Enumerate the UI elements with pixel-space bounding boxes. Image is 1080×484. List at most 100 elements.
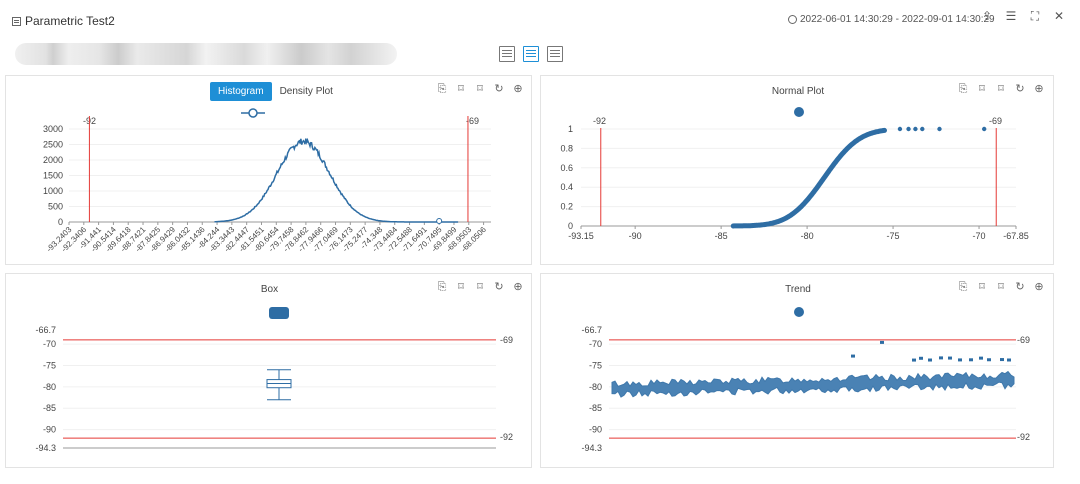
hist-y-tick-label: 3000 [43,124,63,134]
trend-outlier-point [1000,358,1004,362]
trend-upper-limit-label: -69 [1017,335,1030,345]
copy-icon[interactable]: ⎘ [958,281,968,293]
refresh-icon[interactable]: ↻ [1015,83,1025,95]
zoom-in-icon[interactable]: ⊕ [513,281,523,293]
table-view-icon[interactable] [547,46,563,62]
trend-y-tick-label: -94.3 [581,443,602,453]
normal-upper-limit-label: -69 [989,116,1002,126]
title-bar: Parametric Test2 2022-06-01 14:30:29 - 2… [0,0,1080,40]
histogram-chart: -92 -69 300025002000150010005000-93.2403… [43,108,491,254]
refresh-icon[interactable]: ↻ [494,83,504,95]
export-icon[interactable]: ⇪ [981,9,993,23]
normal-lower-limit-label: -92 [593,116,606,126]
histogram-tabs: Histogram Density Plot [210,82,341,101]
normal-x-tick-label: -90 [629,231,642,241]
box-upper-limit-label: -69 [500,335,513,345]
clock-icon [788,15,797,24]
crop-icon[interactable]: ⌑ [998,83,1004,95]
trend-series-band [611,370,1015,398]
tab-histogram[interactable]: Histogram [210,82,272,101]
hist-series-line [214,137,459,223]
refresh-icon[interactable]: ↻ [494,281,504,293]
trend-tools: ⎘ ⌑ ⌑ ↻ ⊕ [957,281,1045,293]
trend-outlier-point [987,358,991,362]
zoom-in-icon[interactable]: ⊕ [1034,83,1044,95]
layout-icon[interactable]: ☰ [1005,9,1017,23]
trend-outlier-point [912,358,916,362]
crop-icon[interactable]: ⌑ [477,281,483,293]
normal-x-tick-label: -67.85 [1003,231,1029,241]
trend-outlier-point [919,356,923,360]
normal-y-tick-label: 0.4 [560,182,573,192]
normal-x-tick-label: -93.15 [568,231,594,241]
box-title: Box [260,284,279,295]
copy-icon[interactable]: ⎘ [437,83,447,95]
crop-icon[interactable]: ⌑ [998,281,1004,293]
window-title-text: Parametric Test2 [25,14,115,28]
single-view-icon[interactable] [499,46,515,62]
normal-plot-title: Normal Plot [771,86,825,97]
trend-y-tick-label: -85 [589,403,602,413]
hist-upper-limit-label: -69 [466,116,479,126]
trend-outlier-point [880,340,884,344]
box-y-tick-label: -85 [43,403,56,413]
hist-y-tick-label: 1500 [43,171,63,181]
normal-plot-tools: ⎘ ⌑ ⌑ ↻ ⊕ [957,83,1045,95]
date-range-text: 2022-06-01 14:30:29 - 2022-09-01 14:30:2… [800,14,995,25]
crop-icon[interactable]: ⌑ [458,281,464,293]
normal-outlier-point [920,126,925,132]
box-tools: ⎘ ⌑ ⌑ ↻ ⊕ [436,281,524,293]
normal-x-tick-label: -80 [801,231,814,241]
refresh-icon[interactable]: ↻ [1015,281,1025,293]
hist-y-tick-label: 2000 [43,155,63,165]
normal-outlier-point [913,126,918,132]
normal-x-tick-label: -70 [973,231,986,241]
box-y-tick-label: -94.3 [35,443,56,453]
view-switcher [499,46,563,62]
trend-chart: -69 -92 -66.7 -70 -75 -80 -85 -90 -94.3 [581,307,1030,453]
fullscreen-icon[interactable]: ⛶ [1030,9,1040,23]
date-range[interactable]: 2022-06-01 14:30:29 - 2022-09-01 14:30:2… [788,14,995,25]
box-y-tick-label: -90 [43,425,56,435]
box-chart: -69 -92 -66.7 -70 -75 -80 -85 -90 -94.3 [35,307,513,453]
copy-icon[interactable]: ⎘ [958,83,968,95]
crop-icon[interactable]: ⌑ [458,83,464,95]
trend-title: Trend [785,284,811,295]
trend-outlier-point [939,356,943,360]
box-panel: Box ⎘ ⌑ ⌑ ↻ ⊕ -69 -92 -66.7 -70 -75 -80 -85-… [5,273,532,468]
hist-y-tick-label: 500 [48,202,63,212]
trend-outlier-point [969,358,973,362]
trend-outlier-point [958,358,962,362]
close-icon[interactable]: ✕ [1053,9,1065,23]
crop-icon[interactable]: ⌑ [477,83,483,95]
normal-y-tick-label: 0.6 [560,163,573,173]
hist-y-tick-label: 1000 [43,186,63,196]
window-title: Parametric Test2 [12,14,115,28]
trend-y-tick-label: -70 [589,339,602,349]
box-y-tick-label: -75 [43,360,56,370]
zoom-in-icon[interactable]: ⊕ [1034,281,1044,293]
trend-lower-limit-label: -92 [1017,432,1030,442]
box-lower-limit-label: -92 [500,432,513,442]
document-icon [12,16,21,26]
histogram-legend [241,108,265,118]
zoom-in-icon[interactable]: ⊕ [513,83,523,95]
box-y-tick-label: -70 [43,339,56,349]
copy-icon[interactable]: ⎘ [437,281,447,293]
filter-bar-blurred [15,43,397,65]
normal-y-tick-label: 0.8 [560,143,573,153]
trend-legend-marker [794,307,804,317]
normal-outlier-point [937,126,942,132]
tab-density-plot[interactable]: Density Plot [279,86,333,97]
crop-icon[interactable]: ⌑ [979,281,985,293]
trend-y-tick-label: -75 [589,360,602,370]
grid-view-icon[interactable] [523,46,539,62]
trend-outlier-point [979,356,983,360]
normal-legend-marker [794,107,804,117]
normal-y-tick-label: 0 [568,221,573,231]
trend-outlier-point [1007,358,1011,362]
normal-y-tick-label: 0.2 [560,202,573,212]
normal-outlier-point [906,126,911,132]
histogram-tools: ⎘ ⌑ ⌑ ↻ ⊕ [436,83,524,95]
crop-icon[interactable]: ⌑ [979,83,985,95]
